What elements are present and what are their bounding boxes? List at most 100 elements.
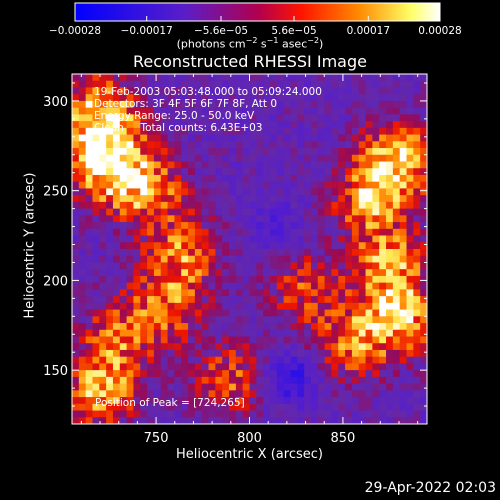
heatmap-cell <box>78 336 87 344</box>
heatmap-cell <box>379 161 387 169</box>
heatmap-cell <box>119 356 128 365</box>
heatmap-cell <box>201 262 210 270</box>
heatmap-cell <box>365 323 373 331</box>
heatmap-cell <box>215 94 223 102</box>
heatmap-cell <box>133 275 141 284</box>
heatmap-cell <box>283 249 292 257</box>
heatmap-cell <box>269 249 278 257</box>
heatmap-cell <box>331 74 339 82</box>
heatmap-cell <box>386 383 394 391</box>
heatmap-cell <box>133 363 141 371</box>
heatmap-cell <box>167 309 176 317</box>
heatmap-cell <box>358 114 367 122</box>
heatmap-cell <box>215 188 223 196</box>
heatmap-cell <box>133 74 141 82</box>
heatmap-cell <box>249 309 257 317</box>
heatmap-cell <box>194 363 203 371</box>
heatmap-cell <box>317 356 326 365</box>
heatmap-cell <box>345 363 353 371</box>
heatmap-cell <box>215 222 223 230</box>
heatmap-cell <box>188 275 196 284</box>
heatmap-cell <box>201 107 210 115</box>
heatmap-cell <box>106 235 114 243</box>
heatmap-cell <box>229 141 237 149</box>
heatmap-cell <box>140 228 148 237</box>
heatmap-cell <box>242 100 251 109</box>
heatmap-cell <box>413 134 421 142</box>
heatmap-cell <box>310 127 319 136</box>
heatmap-cell <box>351 141 360 149</box>
heatmap-cell <box>297 100 305 109</box>
heatmap-cell <box>413 80 421 89</box>
heatmap-cell <box>338 114 346 122</box>
heatmap-cell <box>147 356 155 365</box>
heatmap-cell <box>399 249 408 257</box>
heatmap-cell <box>188 417 196 424</box>
heatmap-cell <box>174 289 182 297</box>
heatmap-cell <box>324 168 333 176</box>
heatmap-cell <box>78 417 87 424</box>
heatmap-cell <box>99 188 107 196</box>
heatmap-cell <box>167 410 176 418</box>
heatmap-cell <box>140 148 148 156</box>
heatmap-cell <box>420 376 427 385</box>
heatmap-cell <box>358 397 367 405</box>
heatmap-cell <box>420 397 427 405</box>
heatmap-cell <box>72 363 80 371</box>
heatmap-cell <box>215 289 223 297</box>
heatmap-cell <box>345 255 353 264</box>
heatmap-cell <box>392 208 401 216</box>
heatmap-cell <box>208 262 216 270</box>
heatmap-cell <box>338 410 346 418</box>
heatmap-cell <box>133 154 141 163</box>
heatmap-cell <box>208 94 216 102</box>
heatmap-cell <box>263 383 271 391</box>
heatmap-cell <box>365 114 373 122</box>
heatmap-cell <box>201 80 210 89</box>
heatmap-cell <box>386 376 394 385</box>
heatmap-cell <box>188 94 196 102</box>
heatmap-cell <box>399 255 408 264</box>
heatmap-cell <box>126 114 135 122</box>
heatmap-cell <box>188 356 196 365</box>
heatmap-cell <box>92 201 100 210</box>
heatmap-cell <box>215 343 223 351</box>
heatmap-cell <box>242 410 251 418</box>
heatmap-cell <box>392 302 401 311</box>
heatmap-cell <box>85 417 94 424</box>
heatmap-cell <box>256 417 264 424</box>
heatmap-cell <box>153 262 162 270</box>
heatmap-cell <box>338 363 346 371</box>
heatmap-cell <box>119 410 128 418</box>
heatmap-cell <box>153 215 162 223</box>
heatmap-cell <box>358 316 367 324</box>
heatmap-cell <box>222 94 230 102</box>
heatmap-cell <box>399 188 408 196</box>
heatmap-cell <box>310 370 319 378</box>
heatmap-cell <box>249 242 257 250</box>
heatmap-cell <box>229 94 237 102</box>
heatmap-cell <box>99 74 107 82</box>
heatmap-cell <box>365 74 373 82</box>
heatmap-cell <box>194 87 203 95</box>
heatmap-cell <box>379 141 387 149</box>
heatmap-cell <box>345 349 353 358</box>
heatmap-cell <box>147 188 155 196</box>
heatmap-cell <box>222 201 230 210</box>
heatmap-cell <box>153 168 162 176</box>
heatmap-cell <box>78 343 87 351</box>
heatmap-cell <box>365 336 373 344</box>
heatmap-cell <box>331 410 339 418</box>
heatmap-cell <box>106 74 114 82</box>
heatmap-cell <box>92 309 100 317</box>
heatmap-cell <box>399 336 408 344</box>
heatmap-cell <box>310 397 319 405</box>
heatmap-cell <box>208 134 216 142</box>
heatmap-cell <box>208 403 216 412</box>
heatmap-cell <box>188 397 196 405</box>
heatmap-cell <box>297 336 305 344</box>
heatmap-cell <box>242 390 251 398</box>
heatmap-cell <box>72 80 80 89</box>
heatmap-cell <box>160 121 169 129</box>
heatmap-cell <box>263 228 271 237</box>
